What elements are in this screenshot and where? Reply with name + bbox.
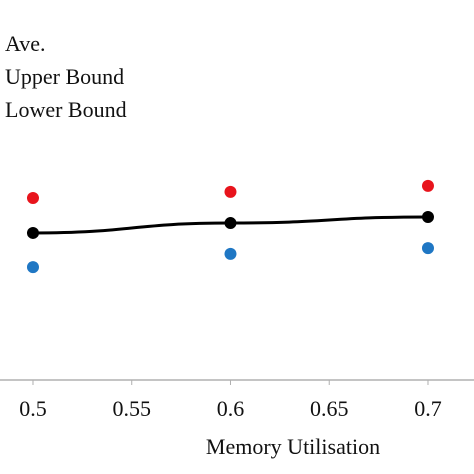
x-tick-label: 0.55	[112, 396, 151, 421]
x-axis-label: Memory Utilisation	[206, 434, 380, 459]
data-point	[224, 247, 237, 260]
legend-label: Upper Bound	[5, 64, 124, 89]
x-tick-label: 0.6	[217, 396, 245, 421]
data-point	[421, 242, 434, 255]
data-point	[224, 217, 237, 230]
data-point	[26, 226, 39, 239]
data-point	[421, 179, 434, 192]
data-point	[26, 261, 39, 274]
data-point	[26, 191, 39, 204]
legend-label: Lower Bound	[5, 97, 127, 122]
x-tick-label: 0.5	[19, 396, 47, 421]
x-tick-label: 0.7	[414, 396, 442, 421]
data-point	[421, 210, 434, 223]
legend-label: Ave.	[5, 31, 46, 56]
data-point	[224, 185, 237, 198]
x-tick-label: 0.65	[310, 396, 349, 421]
